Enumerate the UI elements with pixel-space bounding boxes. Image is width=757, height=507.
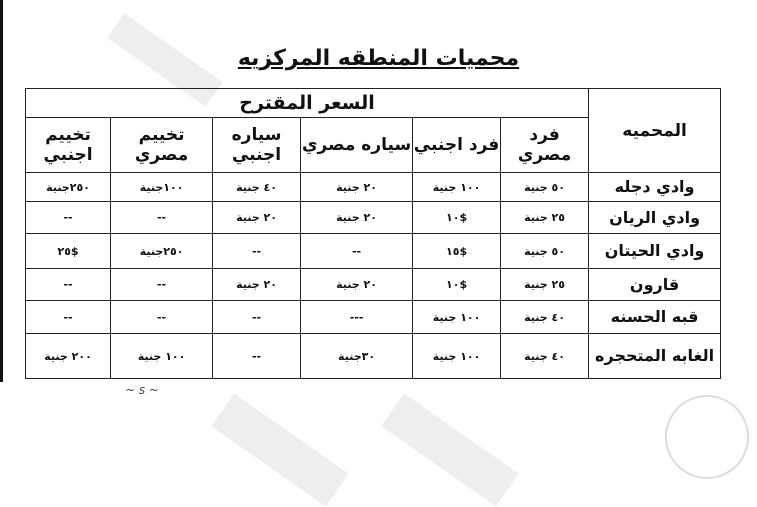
price-cell: ٢٠ جنية bbox=[212, 268, 302, 301]
price-cell: ١٠٠ جنية bbox=[412, 333, 502, 379]
price-cell: ٢٠ جنية bbox=[300, 201, 414, 234]
price-cell: ٢٠ جنية bbox=[300, 268, 414, 301]
reserve-header: المحميه bbox=[588, 88, 722, 173]
price-cell: -- bbox=[300, 233, 414, 269]
column-header: سياره مصري bbox=[300, 117, 414, 173]
scan-edge bbox=[0, 0, 3, 382]
price-cell: --- bbox=[300, 300, 414, 334]
proposed-price-header: السعر المقترح bbox=[24, 88, 590, 118]
price-cell: -- bbox=[212, 300, 302, 334]
price-cell: ٤٠ جنية bbox=[500, 300, 590, 334]
table-row: الغابه المتحجره ٤٠ جنية ١٠٠ جنية ٣٠جنية -- ١٠… bbox=[24, 333, 722, 379]
price-cell: $٢٥ bbox=[24, 233, 112, 269]
price-cell: -- bbox=[24, 268, 112, 301]
price-cell: ٢٠ جنية bbox=[300, 172, 414, 202]
price-cell: ٤٠ جنية bbox=[212, 172, 302, 202]
column-header: تخييم اجنبي bbox=[24, 117, 112, 173]
price-cell: ١٠٠ جنية bbox=[412, 172, 502, 202]
price-cell: -- bbox=[110, 268, 214, 301]
watermark-stripe bbox=[381, 393, 519, 507]
page-title: محميات المنطقه المركزيه bbox=[237, 46, 520, 71]
price-cell: ١٠٠ جنية bbox=[412, 300, 502, 334]
table-row: قارون ٢٥ جنية $١٠ ٢٠ جنية ٢٠ جنية -- -- bbox=[24, 268, 722, 301]
price-cell: -- bbox=[212, 233, 302, 269]
column-header: سياره اجنبي bbox=[212, 117, 302, 173]
price-cell: $١٠ bbox=[412, 268, 502, 301]
price-cell: ٥٠ جنية bbox=[500, 233, 590, 269]
price-cell: -- bbox=[24, 300, 112, 334]
watermark-stripe bbox=[211, 393, 349, 507]
price-cell: ١٠٠جنية bbox=[110, 172, 214, 202]
reserve-name: وادي الريان bbox=[588, 201, 722, 234]
table-row: قبه الحسنه ٤٠ جنية ١٠٠ جنية --- -- -- -- bbox=[24, 300, 722, 334]
table-row: وادي الحيتان ٥٠ جنية $١٥ -- -- ٢٥٠جنية $٢٥ bbox=[24, 233, 722, 269]
price-cell: ٤٠ جنية bbox=[500, 333, 590, 379]
price-cell: ٢٥٠جنية bbox=[24, 172, 112, 202]
price-cell: ١٠٠ جنية bbox=[110, 333, 214, 379]
price-cell: ٢٥ جنية bbox=[500, 201, 590, 234]
reserve-name: قارون bbox=[588, 268, 722, 301]
table-row: وادي الريان ٢٥ جنية $١٠ ٢٠ جنية ٢٠ جنية -- -- bbox=[24, 201, 722, 234]
reserve-name: الغابه المتحجره bbox=[588, 333, 722, 379]
price-cell: -- bbox=[24, 201, 112, 234]
price-cell: -- bbox=[110, 201, 214, 234]
column-header: فرد اجنبي bbox=[412, 117, 502, 173]
price-cell: ٢٠٠ جنية bbox=[24, 333, 112, 379]
column-header: تخييم مصري bbox=[110, 117, 214, 173]
reserve-name: قبه الحسنه bbox=[588, 300, 722, 334]
column-header: فرد مصري bbox=[500, 117, 590, 173]
price-cell: -- bbox=[110, 300, 214, 334]
table-row: وادي دجله ٥٠ جنية ١٠٠ جنية ٢٠ جنية ٤٠ جنية ١٠… bbox=[24, 172, 722, 202]
price-cell: ٣٠جنية bbox=[300, 333, 414, 379]
price-cell: $١٥ bbox=[412, 233, 502, 269]
seal-stamp bbox=[665, 395, 749, 479]
price-cell: $١٠ bbox=[412, 201, 502, 234]
price-table: المحميه السعر المقترح فرد مصري فرد اجنبي… bbox=[24, 88, 722, 379]
price-cell: ٥٠ جنية bbox=[500, 172, 590, 202]
reserve-name: وادي الحيتان bbox=[588, 233, 722, 269]
reserve-name: وادي دجله bbox=[588, 172, 722, 202]
price-cell: ٢٥٠جنية bbox=[110, 233, 214, 269]
price-cell: -- bbox=[212, 333, 302, 379]
price-cell: ٢٠ جنية bbox=[212, 201, 302, 234]
signature: ~ ꜱ ~ bbox=[125, 383, 159, 397]
price-cell: ٢٥ جنية bbox=[500, 268, 590, 301]
